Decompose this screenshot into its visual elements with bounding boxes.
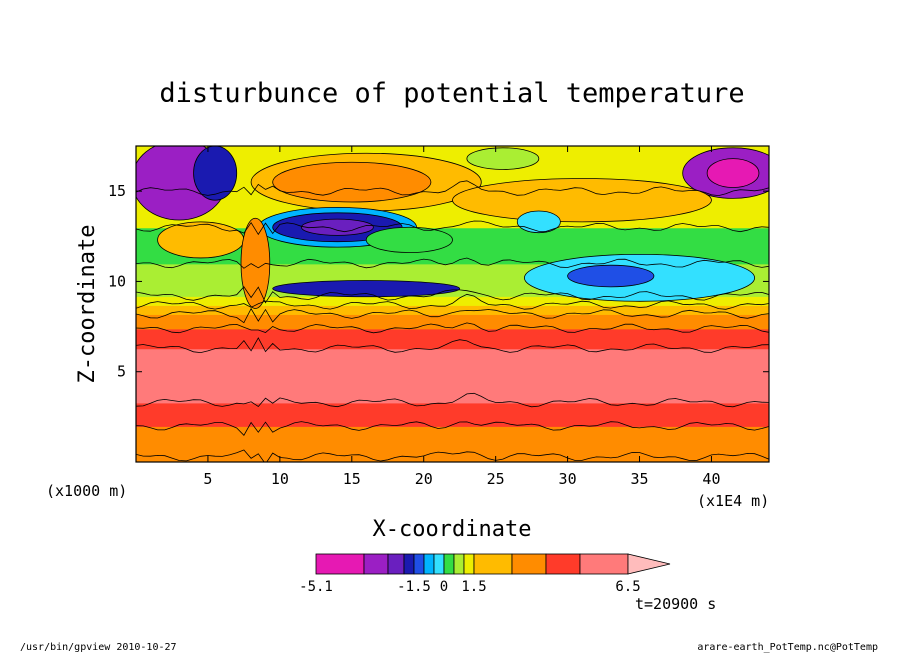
colorbar-swatch (545, 553, 581, 575)
colorbar-tick-label: -5.1 (299, 579, 333, 595)
contour-band (136, 313, 769, 330)
x-axis: 5 10 15 20 25 30 35 40 (203, 146, 720, 488)
y-tick-label: 10 (108, 272, 126, 290)
contour-feature (240, 217, 271, 309)
y-tick-label: 5 (117, 363, 126, 381)
footer-right: arare-earth_PotTemp.nc@PotTemp (697, 642, 878, 653)
time-label: t=20900 s (635, 595, 716, 613)
contour-lines (136, 180, 769, 462)
x-axis-label: X-coordinate (373, 517, 532, 542)
colorbar-arrow (627, 553, 671, 575)
colorbar-swatch (473, 553, 513, 575)
contour-line (136, 180, 769, 197)
colorbar-swatch (463, 553, 475, 575)
chart-title: disturbunce of potential temperature (159, 78, 744, 109)
colorbar-swatch (363, 553, 389, 575)
colorbar-swatch (315, 553, 365, 575)
colorbar-swatch (403, 553, 415, 575)
contour-line (136, 322, 769, 334)
contour-band (136, 402, 769, 427)
contour-line (136, 449, 769, 462)
colorbar-swatch (511, 553, 547, 575)
contour-line (136, 421, 769, 436)
colorbar-tick-label: -1.5 (397, 579, 431, 595)
contour-band (136, 456, 769, 462)
contour-feature (193, 146, 238, 201)
x-tick-label: 5 (203, 470, 212, 488)
contour-band (136, 425, 769, 458)
colorbar-swatch (453, 553, 465, 575)
y-tick-label: 15 (108, 182, 126, 200)
x-tick-label: 30 (559, 470, 577, 488)
contour-line (136, 286, 769, 304)
contour-feature (706, 158, 760, 188)
colorbar-swatch (387, 553, 405, 575)
x-tick-label: 35 (630, 470, 648, 488)
contour-feature (272, 280, 461, 298)
x-tick-label: 25 (487, 470, 505, 488)
x-tick-label: 20 (415, 470, 433, 488)
x-tick-label: 10 (271, 470, 289, 488)
y-axis-unit: (x1000 m) (46, 482, 127, 500)
contour-band (136, 348, 769, 404)
contour-feature (365, 226, 453, 253)
contour-feature (301, 218, 374, 236)
contour-band (136, 328, 769, 350)
colorbar-swatch (443, 553, 455, 575)
colorbar-tick-label: 1.5 (461, 579, 486, 595)
x-tick-label: 15 (343, 470, 361, 488)
contour-feature (516, 210, 561, 234)
contour-feature (567, 264, 655, 288)
contour-line (136, 337, 769, 354)
contour-line (136, 257, 769, 269)
contour-feature (157, 221, 245, 259)
footer-left: /usr/bin/gpview 2010-10-27 (20, 642, 177, 653)
x-axis-unit: (x1E4 m) (697, 492, 769, 510)
contour-feature (466, 147, 540, 170)
colorbar-swatch (423, 553, 435, 575)
colorbar-swatch (433, 553, 445, 575)
contour-feature (452, 178, 712, 223)
plot-frame (135, 145, 770, 463)
colorbar-swatch (413, 553, 425, 575)
contour-line (136, 220, 769, 236)
colorbar-tick-label: 0 (440, 579, 448, 595)
y-axis: 5 10 15 (108, 182, 769, 381)
contour-line (136, 293, 769, 310)
contour-line (136, 392, 769, 408)
contour-band (136, 295, 769, 306)
colorbar-tick-label: 6.5 (615, 579, 640, 595)
colorbar-swatch (579, 553, 629, 575)
contour-feature (272, 161, 432, 203)
plot-field (136, 146, 769, 462)
potential-temperature-features (136, 146, 769, 309)
contour-band (136, 304, 769, 315)
colorbar (315, 553, 671, 575)
y-axis-label: Z-coordinate (75, 225, 100, 384)
contour-line (136, 307, 769, 324)
x-tick-label: 40 (702, 470, 720, 488)
colorbar-tick-labels: -5.1 -1.5 0 1.5 6.5 (299, 579, 641, 595)
